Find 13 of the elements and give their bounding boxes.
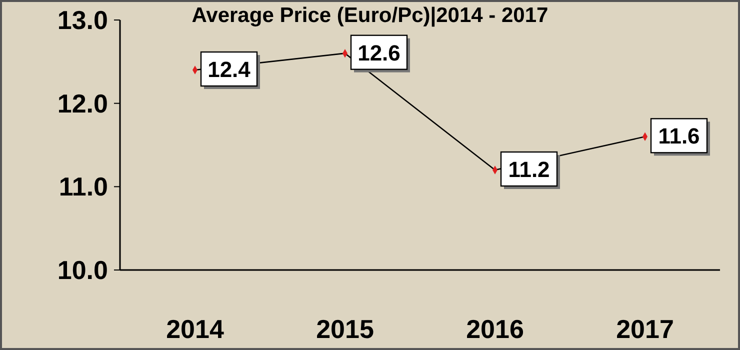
data-label: 11.2 bbox=[508, 157, 550, 182]
y-tick-label: 10.0 bbox=[57, 255, 108, 285]
data-label: 12.4 bbox=[208, 57, 252, 82]
y-tick-label: 13.0 bbox=[57, 5, 108, 35]
chart-title: Average Price (Euro/Pc)|2014 - 2017 bbox=[192, 4, 548, 27]
x-tick-label: 2017 bbox=[616, 314, 674, 344]
y-tick-label: 12.0 bbox=[57, 88, 108, 118]
x-tick-label: 2016 bbox=[466, 314, 524, 344]
x-tick-label: 2014 bbox=[166, 314, 224, 344]
data-label: 11.6 bbox=[658, 124, 700, 149]
y-tick-label: 11.0 bbox=[58, 172, 108, 202]
data-label: 12.6 bbox=[358, 40, 400, 66]
x-tick-label: 2015 bbox=[316, 314, 374, 344]
